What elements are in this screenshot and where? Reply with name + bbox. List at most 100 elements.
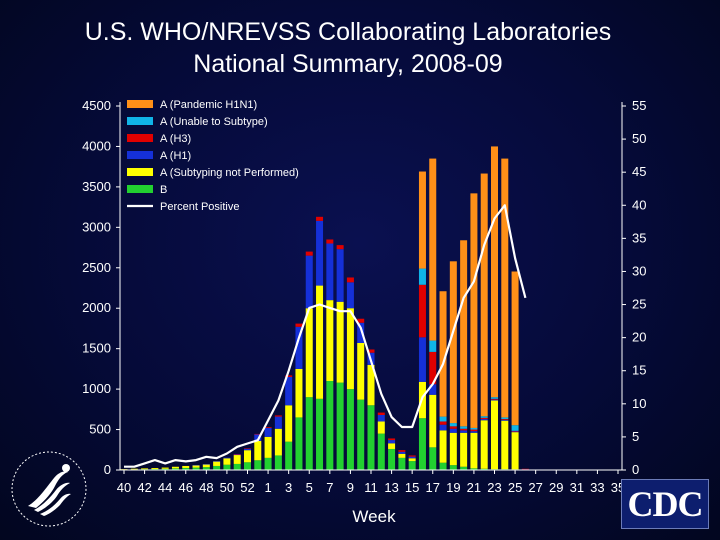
bar-segment xyxy=(161,467,169,469)
legend-label: A (Unable to Subtype) xyxy=(160,116,268,128)
bar-segment xyxy=(264,427,272,437)
legend-swatch xyxy=(127,151,153,159)
bar-segment xyxy=(223,458,231,465)
bar-segment xyxy=(357,318,365,323)
bar-segment xyxy=(254,434,262,441)
bar-segment xyxy=(182,465,190,468)
y-tick-label: 4000 xyxy=(82,138,111,153)
bar-segment xyxy=(233,454,241,455)
bar-segment xyxy=(326,239,334,244)
bar-segment xyxy=(285,376,293,406)
bar-segment xyxy=(470,431,478,433)
bar-segment xyxy=(326,300,334,382)
bar-segment xyxy=(285,405,293,442)
bar-segment xyxy=(264,436,272,458)
chart-title-line1: U.S. WHO/NREVSS Collaborating Laboratori… xyxy=(84,18,612,46)
bar-segment xyxy=(480,420,488,469)
bar-segment xyxy=(151,468,159,470)
bar-segment xyxy=(202,464,210,465)
x-tick-label: 31 xyxy=(570,480,584,495)
legend-label: B xyxy=(160,184,167,196)
bar-segment xyxy=(521,469,529,470)
bar-segment xyxy=(470,468,478,470)
x-tick-label: 5 xyxy=(306,480,313,495)
bar-segment xyxy=(429,384,437,395)
bar-segment xyxy=(346,282,354,309)
x-tick-label: 25 xyxy=(508,480,522,495)
y2-tick-label: 50 xyxy=(632,131,646,146)
bar-segment xyxy=(439,424,447,431)
bar-segment xyxy=(408,458,416,462)
bar-segment xyxy=(233,455,241,464)
bar-segment xyxy=(346,308,354,390)
bar-segment xyxy=(130,468,138,470)
x-tick-label: 27 xyxy=(528,480,542,495)
bar-segment xyxy=(357,322,365,343)
legend-swatch xyxy=(127,134,153,142)
bar-segment xyxy=(429,394,437,448)
bar-segment xyxy=(470,427,478,430)
bar-segment xyxy=(480,173,488,417)
bar-segment xyxy=(316,220,324,286)
bar-segment xyxy=(491,399,498,401)
bar-segment xyxy=(377,415,385,422)
chart-title: U.S. WHO/NREVSS Collaborating Laboratori… xyxy=(0,16,696,80)
bar-segment xyxy=(439,421,447,425)
y-tick-label: 500 xyxy=(89,422,111,437)
bar-segment xyxy=(367,405,375,470)
x-tick-label: 29 xyxy=(549,480,563,495)
bar-segment xyxy=(491,397,498,399)
bar-segment xyxy=(305,397,313,470)
bar-segment xyxy=(491,398,498,400)
bar-segment xyxy=(244,462,251,470)
bar-segment xyxy=(429,351,437,385)
bar-segment xyxy=(511,431,519,433)
bar-segment xyxy=(357,343,365,400)
bar-segment xyxy=(429,158,437,341)
bar-segment xyxy=(408,456,416,459)
x-tick-label: 19 xyxy=(446,480,460,495)
bar-segment xyxy=(511,432,519,470)
bar-segment xyxy=(408,461,416,470)
bar-segment xyxy=(326,381,334,470)
bar-segment xyxy=(511,425,519,431)
bar-segment xyxy=(470,193,478,428)
bar-segment xyxy=(501,158,509,418)
y-tick-label: 0 xyxy=(104,462,111,477)
bar-segment xyxy=(418,418,426,470)
bar-segment xyxy=(460,426,468,429)
bar-segment xyxy=(449,428,457,433)
x-tick-label: 52 xyxy=(240,480,254,495)
bar-segment xyxy=(171,466,179,469)
legend-label: A (Subtyping not Performed) xyxy=(160,167,299,179)
bar-segment xyxy=(418,284,426,338)
x-tick-label: 1 xyxy=(264,480,271,495)
x-tick-label: 9 xyxy=(347,480,354,495)
bar-segment xyxy=(449,261,457,424)
bar-segment xyxy=(521,468,529,470)
x-tick-label: 42 xyxy=(137,480,151,495)
chart-title-line2: National Summary, 2008-09 xyxy=(193,50,503,78)
bar-segment xyxy=(491,400,498,470)
x-tick-label: 13 xyxy=(384,480,398,495)
x-tick-label: 7 xyxy=(326,480,333,495)
bar-segment xyxy=(449,426,457,429)
bar-segment xyxy=(501,417,509,420)
bar-segment xyxy=(398,457,406,470)
bar-segment xyxy=(388,440,396,444)
x-tick-label: 50 xyxy=(220,480,234,495)
bar-segment xyxy=(460,240,468,427)
x-tick-label: 44 xyxy=(158,480,172,495)
bar-segment xyxy=(213,461,221,466)
legend-swatch xyxy=(127,100,153,108)
bar-segment xyxy=(336,249,344,302)
bar-segment xyxy=(480,468,488,470)
bar-segment xyxy=(439,416,447,422)
y2-tick-label: 55 xyxy=(632,98,646,113)
bar-segment xyxy=(192,465,200,468)
bar-segment xyxy=(336,245,344,250)
x-tick-label: 40 xyxy=(117,480,131,495)
y2-tick-label: 35 xyxy=(632,230,646,245)
bar-segment xyxy=(202,464,210,468)
bar-segment xyxy=(460,430,468,433)
